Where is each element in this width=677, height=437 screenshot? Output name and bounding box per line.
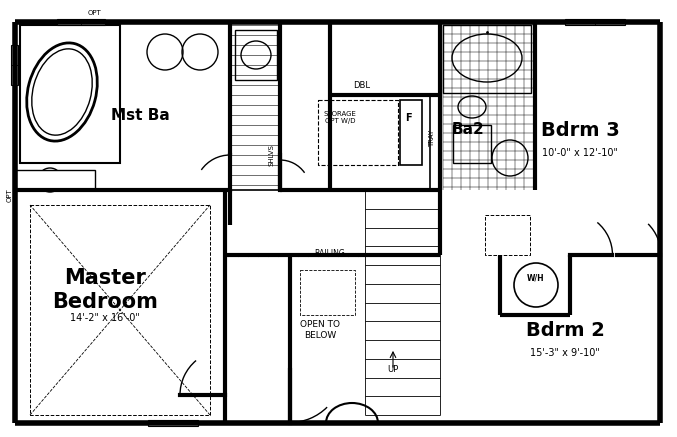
Text: Master
Bedroom: Master Bedroom xyxy=(52,268,158,312)
Text: DBL: DBL xyxy=(353,80,370,90)
Text: 14'-2" x 16'-0": 14'-2" x 16'-0" xyxy=(70,313,140,323)
Text: UP: UP xyxy=(387,365,399,375)
Bar xyxy=(400,100,422,165)
Text: SHLVS: SHLVS xyxy=(269,144,275,166)
Bar xyxy=(230,22,280,190)
Text: F: F xyxy=(405,113,412,123)
Bar xyxy=(20,25,120,163)
Text: Mst Ba: Mst Ba xyxy=(110,108,169,122)
Text: Ba2: Ba2 xyxy=(452,122,484,138)
Bar xyxy=(235,30,277,80)
Text: W/H: W/H xyxy=(527,274,545,282)
Bar xyxy=(443,25,531,93)
Text: OPEN TO
BELOW: OPEN TO BELOW xyxy=(300,320,340,340)
Text: TRAY: TRAY xyxy=(429,129,435,147)
Bar xyxy=(11,45,18,85)
Text: 10'-0" x 12'-10": 10'-0" x 12'-10" xyxy=(542,148,618,158)
Bar xyxy=(15,170,95,190)
Text: Bdrm 3: Bdrm 3 xyxy=(541,121,619,139)
Bar xyxy=(148,420,198,426)
Bar xyxy=(57,19,105,25)
Text: OPT: OPT xyxy=(7,188,13,202)
Text: STORAGE
OPT W/D: STORAGE OPT W/D xyxy=(324,111,356,125)
Text: Bdrm 2: Bdrm 2 xyxy=(525,320,605,340)
Text: RAILING: RAILING xyxy=(315,249,345,257)
Bar xyxy=(565,19,625,25)
Text: 15'-3" x 9'-10": 15'-3" x 9'-10" xyxy=(530,348,600,358)
Text: OPT: OPT xyxy=(88,10,102,16)
Bar xyxy=(453,125,491,163)
